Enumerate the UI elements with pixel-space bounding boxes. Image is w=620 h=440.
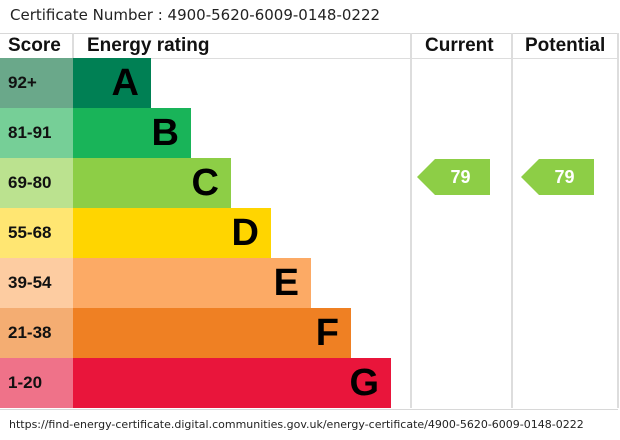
band-letter: B: [151, 112, 179, 154]
band-letter: E: [273, 262, 299, 304]
arrow-shape: [417, 159, 490, 195]
rating-table: [0, 33, 618, 410]
column-divider: [617, 33, 619, 408]
band-bar: A: [73, 58, 151, 108]
band-letter: G: [349, 362, 379, 404]
header-score: Score: [8, 35, 61, 56]
band-bar: F: [73, 308, 351, 358]
band-bar: C: [73, 158, 231, 208]
band-letter: C: [191, 162, 219, 204]
header-current: Current: [425, 35, 494, 56]
arrow-shape: [521, 159, 594, 195]
column-divider: [410, 33, 412, 408]
column-divider: [511, 33, 513, 408]
band-letter: F: [315, 312, 339, 354]
header-energy-rating: Energy rating: [87, 35, 210, 56]
header-potential: Potential: [525, 35, 606, 56]
band-bar: G: [73, 358, 391, 408]
band-letter: A: [111, 62, 139, 104]
band-bar: E: [73, 258, 311, 308]
band-score: 39-54: [0, 258, 73, 308]
potential-rating-arrow: 79: [521, 159, 594, 195]
current-rating-value: 79: [450, 167, 471, 187]
band-score: 69-80: [0, 158, 73, 208]
column-divider: [72, 33, 74, 58]
band-bar: D: [73, 208, 271, 258]
band-score: 81-91: [0, 108, 73, 158]
certificate-url[interactable]: https://find-energy-certificate.digital.…: [9, 418, 584, 431]
certificate-number: Certificate Number : 4900-5620-6009-0148…: [10, 6, 381, 24]
band-score: 1-20: [0, 358, 73, 408]
band-score: 92+: [0, 58, 73, 108]
band-letter: D: [231, 212, 259, 254]
potential-rating-value: 79: [554, 167, 575, 187]
band-score: 55-68: [0, 208, 73, 258]
band-bar: B: [73, 108, 191, 158]
header-divider: [0, 58, 618, 59]
current-rating-arrow: 79: [417, 159, 490, 195]
band-score: 21-38: [0, 308, 73, 358]
